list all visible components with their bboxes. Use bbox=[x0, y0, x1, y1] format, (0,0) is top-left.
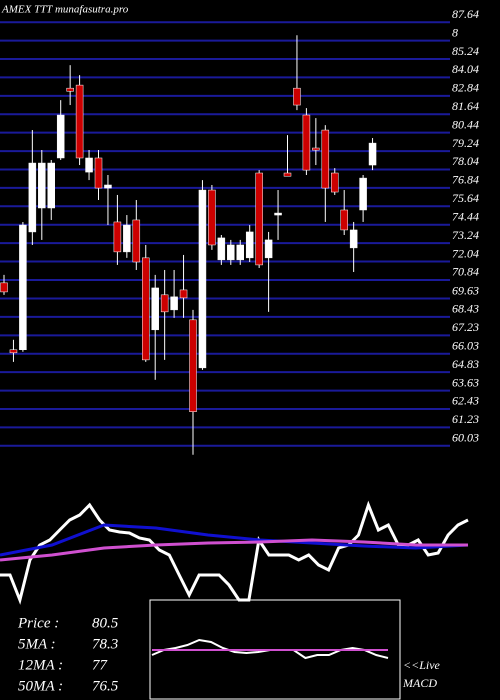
candle-body bbox=[264, 239, 273, 259]
candle-body bbox=[47, 162, 55, 209]
candle-body bbox=[94, 157, 103, 189]
y-tick-label: 64.83 bbox=[452, 357, 479, 371]
indicator-line bbox=[0, 538, 468, 562]
info-label: Price : bbox=[17, 615, 59, 631]
indicator-line bbox=[0, 500, 469, 605]
chart-title: AMEX TTT munafasutra.pro bbox=[1, 4, 129, 16]
candle-body bbox=[28, 162, 37, 233]
y-tick-label: 75.64 bbox=[452, 191, 479, 205]
macd-label: MACD bbox=[402, 676, 437, 690]
candle-body bbox=[217, 237, 226, 261]
info-value: 77 bbox=[92, 657, 109, 673]
candle-body bbox=[312, 147, 320, 151]
candle-body bbox=[85, 157, 93, 173]
y-tick-label: 62.43 bbox=[452, 394, 479, 408]
y-tick-label: 81.64 bbox=[452, 99, 479, 113]
candle-body bbox=[132, 219, 141, 263]
y-tick-label: 76.84 bbox=[452, 173, 479, 187]
info-label: 12MA : bbox=[18, 657, 63, 673]
candle-body bbox=[38, 162, 46, 209]
y-tick-label: 82.84 bbox=[452, 81, 479, 95]
y-tick-label: 66.03 bbox=[452, 338, 479, 352]
info-label: 5MA : bbox=[18, 636, 56, 652]
y-tick-label: 79.24 bbox=[452, 136, 479, 150]
candle-body bbox=[0, 282, 8, 293]
y-tick-label: 68.43 bbox=[452, 302, 479, 316]
candle-body bbox=[179, 289, 188, 299]
y-tick-label: 8 bbox=[452, 25, 458, 39]
candle-body bbox=[123, 224, 131, 253]
candle-body bbox=[359, 177, 367, 211]
candle-body bbox=[340, 209, 348, 231]
y-tick-label: 84.04 bbox=[452, 62, 479, 76]
candle-body bbox=[75, 84, 84, 159]
candle-body bbox=[151, 287, 159, 331]
candle-body bbox=[293, 87, 301, 106]
candle-body bbox=[302, 114, 311, 171]
candle-body bbox=[198, 189, 207, 369]
candle-body bbox=[189, 319, 197, 412]
live-label: <<Live bbox=[403, 658, 441, 672]
candle-body bbox=[274, 212, 282, 216]
candle-body bbox=[9, 349, 18, 354]
y-tick-label: 61.23 bbox=[452, 412, 479, 426]
y-tick-label: 67.23 bbox=[452, 320, 479, 334]
candle-body bbox=[368, 142, 377, 166]
candle-body bbox=[349, 229, 358, 249]
info-value: 80.5 bbox=[92, 615, 119, 631]
candle-body bbox=[142, 257, 150, 361]
y-tick-label: 74.44 bbox=[452, 209, 479, 223]
y-tick-label: 85.24 bbox=[452, 44, 479, 58]
candle-body bbox=[227, 244, 235, 261]
info-value: 78.3 bbox=[92, 636, 118, 652]
candle-body bbox=[104, 184, 112, 189]
candle-body bbox=[170, 296, 178, 311]
y-tick-label: 63.63 bbox=[452, 375, 479, 389]
candle-body bbox=[236, 244, 244, 261]
info-value: 76.5 bbox=[92, 678, 119, 694]
y-tick-label: 78.04 bbox=[452, 154, 479, 168]
y-tick-label: 80.44 bbox=[452, 117, 479, 131]
candle-body bbox=[66, 87, 74, 92]
y-tick-label: 69.63 bbox=[452, 283, 479, 297]
info-label: 50MA : bbox=[18, 678, 63, 694]
candle-body bbox=[113, 221, 122, 253]
candle-body bbox=[56, 114, 65, 159]
y-tick-label: 70.84 bbox=[452, 265, 479, 279]
macd-box bbox=[149, 599, 401, 700]
candle-body bbox=[19, 224, 27, 351]
candle-body bbox=[283, 172, 292, 177]
indicator-line bbox=[0, 523, 469, 557]
candle-body bbox=[255, 172, 263, 266]
candle-body bbox=[160, 294, 169, 313]
y-tick-label: 72.04 bbox=[452, 246, 479, 260]
candle-body bbox=[321, 129, 330, 189]
candle-body bbox=[331, 172, 339, 193]
y-tick-label: 60.03 bbox=[452, 431, 479, 445]
candle-body bbox=[245, 231, 254, 259]
y-tick-label: 73.24 bbox=[452, 228, 479, 242]
y-tick-label: 87.64 bbox=[452, 7, 479, 21]
candle-body bbox=[208, 189, 216, 246]
